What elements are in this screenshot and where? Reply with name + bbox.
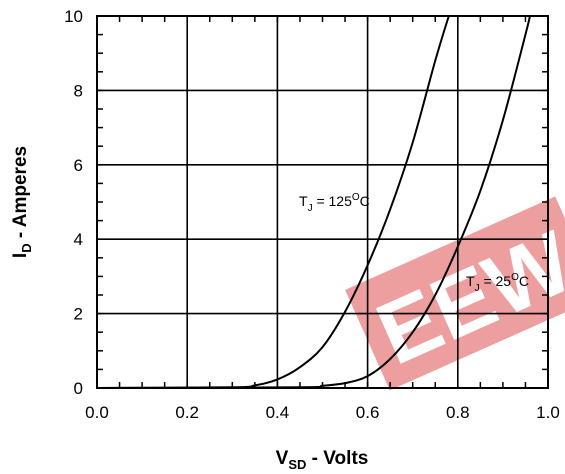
y-tick-label: 2 <box>74 305 83 324</box>
x-tick-label: 0.8 <box>446 403 470 422</box>
y-tick-label: 10 <box>64 7 83 26</box>
y-tick-labels: 0 2 4 6 8 10 <box>64 7 83 398</box>
x-tick-label: 0.0 <box>85 403 109 422</box>
y-tick-label: 4 <box>74 230 83 249</box>
y-tick-label: 6 <box>74 156 83 175</box>
y-axis-title: ID - Amperes <box>10 146 34 258</box>
x-tick-label: 1.0 <box>536 403 560 422</box>
y-tick-label: 0 <box>74 379 83 398</box>
x-axis-title: VSD - Volts <box>276 448 369 472</box>
annotation-125c: TJ = 125OC <box>299 192 370 214</box>
watermark-logo: EEW <box>345 196 565 391</box>
x-tick-label: 0.4 <box>266 403 290 422</box>
x-tick-label: 0.2 <box>175 403 199 422</box>
annotation-25c: TJ = 25OC <box>466 272 529 294</box>
x-tick-labels: 0.0 0.2 0.4 0.6 0.8 1.0 <box>85 403 560 422</box>
series-line-2 <box>96 15 531 389</box>
series-group <box>96 15 531 389</box>
plot-frame <box>96 15 549 389</box>
y-tick-label: 8 <box>74 81 83 100</box>
x-tick-label: 0.6 <box>356 403 380 422</box>
